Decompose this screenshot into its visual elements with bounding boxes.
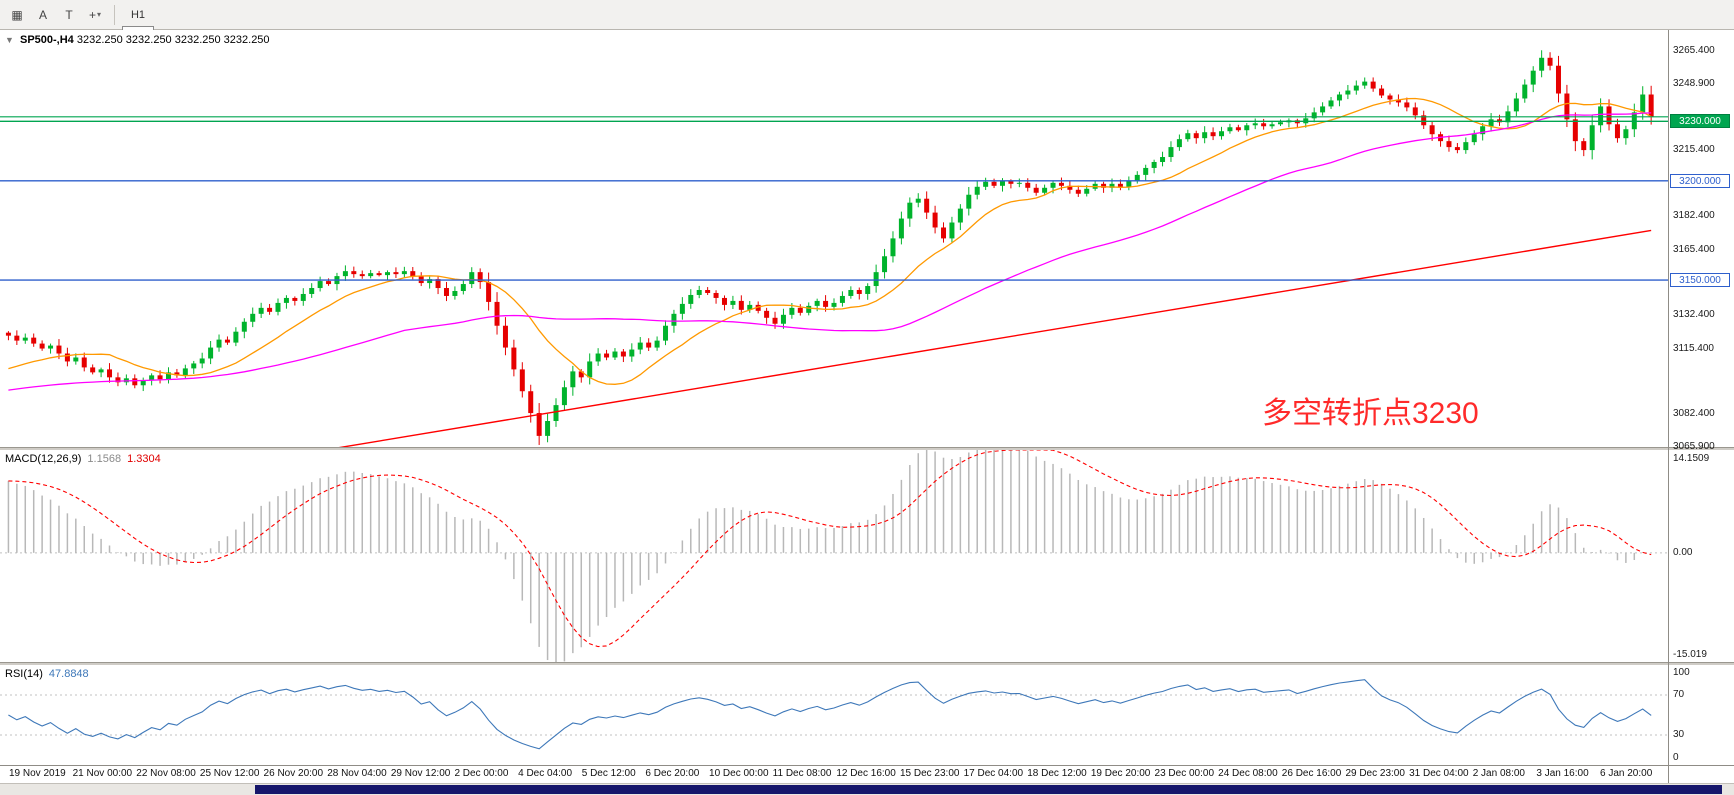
rsi-tick: 100	[1673, 667, 1690, 678]
ohlc-values: 3232.250 3232.250 3232.250 3232.250	[76, 34, 270, 46]
date-tick: 11 Dec 08:00	[772, 768, 832, 779]
date-tick: 31 Dec 04:00	[1409, 768, 1469, 779]
time-axis-separator	[0, 765, 1734, 766]
date-tick: 19 Nov 2019	[9, 768, 66, 779]
date-tick: 6 Jan 20:00	[1600, 768, 1653, 779]
date-tick: 5 Dec 12:00	[581, 768, 636, 779]
date-tick: 10 Dec 00:00	[709, 768, 769, 779]
date-tick: 23 Dec 00:00	[1154, 768, 1215, 779]
date-tick: 28 Nov 04:00	[327, 768, 387, 779]
date-tick: 29 Dec 23:00	[1345, 768, 1405, 779]
macd-tick: -15.019	[1673, 649, 1707, 660]
price-tick: 3248.900	[1673, 77, 1715, 89]
date-tick: 24 Dec 08:00	[1218, 768, 1278, 779]
date-tick: 17 Dec 04:00	[963, 768, 1024, 779]
date-tick: 15 Dec 23:00	[899, 768, 960, 779]
price-tick: 3182.400	[1673, 209, 1715, 221]
a-glyph: A	[38, 7, 47, 22]
date-tick: 4 Dec 04:00	[518, 768, 573, 779]
macd-tick: 14.1509	[1673, 453, 1710, 464]
date-tick: 22 Nov 08:00	[136, 768, 196, 779]
date-tick: 2 Dec 00:00	[454, 768, 509, 779]
price-annotation-text: 多空转折点3230	[1262, 397, 1479, 430]
date-tick: 29 Nov 12:00	[390, 768, 451, 779]
timeframe-H1[interactable]: H1	[130, 8, 146, 21]
time-axis: 19 Nov 2019 21 Nov 00:00 22 Nov 08:00 25 No…	[0, 766, 1734, 783]
text-annotation-button[interactable]: A	[31, 3, 55, 27]
price-level-badge: 3200.000	[1670, 173, 1730, 188]
crosshair-icon: +	[88, 7, 96, 22]
dropdown-caret-icon[interactable]: ▾	[97, 10, 102, 19]
chart-marker-icon: ▼	[5, 35, 14, 45]
candlestick-chart[interactable]	[0, 30, 1668, 447]
macd-label: MACD(12,26,9) 1.1568 1.3304	[5, 453, 161, 465]
price-tick: 3132.400	[1673, 309, 1715, 320]
panel-divider[interactable]	[0, 662, 1734, 665]
date-tick: 6 Dec 20:00	[645, 768, 700, 779]
macd-chart[interactable]	[0, 450, 1668, 662]
rsi-tick: 30	[1673, 729, 1685, 740]
macd-name: MACD(12,26,9)	[5, 453, 82, 465]
date-tick: 26 Dec 16:00	[1281, 768, 1342, 779]
rsi-chart[interactable]	[0, 665, 1668, 765]
chart-grid-icon[interactable]: ▦	[5, 3, 29, 27]
toolbar: ▦ A T + ▾ M1M5M15M30H1H4D1W1MN	[0, 0, 1734, 109]
rsi-label: RSI(14) 47.8848	[5, 668, 89, 680]
rsi-value: 47.8848	[48, 668, 89, 680]
price-tick: 3115.400	[1673, 342, 1714, 354]
crosshair-button[interactable]: + ▾	[83, 3, 107, 27]
rsi-name: RSI(14)	[5, 668, 43, 680]
t-glyph: T	[65, 7, 73, 22]
grid-glyph: ▦	[11, 7, 23, 22]
price-level-badge: 3230.000	[1670, 114, 1730, 129]
toolbar-separator	[114, 4, 115, 25]
date-tick: 21 Nov 00:00	[72, 768, 133, 779]
chart-scrollbar[interactable]	[0, 783, 1734, 795]
price-tick: 3082.400	[1673, 408, 1715, 420]
price-level-badge: 3150.000	[1670, 273, 1730, 288]
date-tick: 25 Nov 12:00	[199, 768, 260, 779]
price-axis-separator	[1668, 30, 1669, 783]
price-tick: 3215.400	[1673, 144, 1715, 156]
price-chart-panel[interactable]: ▼ SP500-,H4 3232.250 3232.250 3232.250 3…	[0, 30, 1668, 447]
price-tick: 3065.900	[1673, 441, 1715, 452]
rsi-tick: 70	[1673, 689, 1685, 700]
chart-title: ▼ SP500-,H4 3232.250 3232.250 3232.250 3…	[5, 34, 270, 46]
text-label-button[interactable]: T	[57, 3, 81, 27]
date-tick: 3 Jan 16:00	[1536, 768, 1589, 779]
price-axis: 3265.400 3248.900 3215.400 3182.400 3165.400…	[1670, 0, 1734, 783]
date-tick: 19 Dec 20:00	[1090, 768, 1151, 779]
rsi-tick: 0	[1673, 752, 1679, 763]
date-tick: 18 Dec 12:00	[1027, 768, 1087, 779]
price-tick: 3165.400	[1673, 243, 1715, 255]
date-tick: 26 Nov 20:00	[263, 768, 324, 779]
macd-panel[interactable]: MACD(12,26,9) 1.1568 1.3304	[0, 450, 1668, 662]
macd-main-value: 1.1568	[87, 453, 122, 465]
price-tick: 3265.400	[1673, 45, 1715, 57]
macd-signal-value: 1.3304	[127, 453, 161, 465]
scrollbar-thumb[interactable]	[255, 785, 1722, 794]
macd-tick: 0.00	[1673, 546, 1693, 558]
date-tick: 12 Dec 16:00	[836, 768, 896, 779]
panel-divider[interactable]	[0, 447, 1734, 450]
symbol-timeframe-label: SP500-,H4	[19, 34, 74, 46]
rsi-panel[interactable]: RSI(14) 47.8848	[0, 665, 1668, 765]
date-tick: 2 Jan 08:00	[1472, 768, 1525, 779]
